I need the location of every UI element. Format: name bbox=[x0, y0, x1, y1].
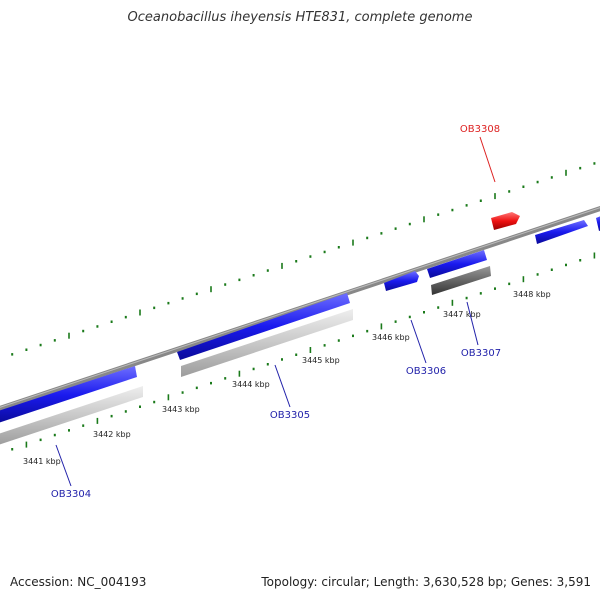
gene-OB3306-arrow[interactable] bbox=[384, 271, 419, 291]
gene-OB3308-connector bbox=[479, 136, 496, 183]
lower-tick-ring bbox=[11, 252, 596, 451]
gene-OB3305-arrow[interactable] bbox=[177, 293, 350, 360]
reverse-track-2 bbox=[181, 309, 353, 377]
kbp-label-3448: 3448 kbp bbox=[513, 290, 551, 299]
gene-OB3304-label[interactable]: OB3304 bbox=[51, 489, 91, 500]
kbp-label-3446: 3446 kbp bbox=[372, 333, 410, 342]
gene-forward-right[interactable] bbox=[535, 220, 588, 244]
gene-forward-edge[interactable] bbox=[596, 214, 600, 231]
genome-title: Oceanobacillus iheyensis HTE831, complet… bbox=[127, 10, 473, 25]
kbp-label-3441: 3441 kbp bbox=[23, 457, 61, 466]
kbp-label-3444: 3444 kbp bbox=[232, 380, 270, 389]
gene-OB3305-label[interactable]: OB3305 bbox=[270, 410, 310, 421]
kbp-label-3447: 3447 kbp bbox=[443, 310, 481, 319]
reverse-track-1 bbox=[0, 386, 143, 445]
genome-backbone-line bbox=[0, 206, 600, 411]
genome-backbone-highlight bbox=[0, 207, 600, 408]
gene-OB3304-arrow[interactable] bbox=[0, 366, 137, 424]
gene-OB3306-label[interactable]: OB3306 bbox=[406, 366, 446, 377]
gene-OB3308-arrow[interactable] bbox=[491, 212, 520, 230]
kbp-label-3443: 3443 kbp bbox=[162, 405, 200, 414]
genome-summary-text: Topology: circular; Length: 3,630,528 bp… bbox=[261, 575, 591, 589]
accession-text: Accession: NC_004193 bbox=[10, 575, 147, 589]
gene-OB3307-arrow[interactable] bbox=[427, 250, 487, 278]
gene-OB3308-label[interactable]: OB3308 bbox=[460, 124, 500, 135]
gene-OB3306-connector bbox=[410, 319, 427, 364]
reverse-track-dark bbox=[431, 266, 491, 295]
kbp-label-3445: 3445 kbp bbox=[302, 356, 340, 365]
gene-OB3307-connector bbox=[466, 301, 479, 346]
upper-tick-ring bbox=[11, 162, 596, 356]
kbp-label-3442: 3442 kbp bbox=[93, 430, 131, 439]
gene-OB3305-connector bbox=[274, 364, 291, 408]
gene-OB3304-connector bbox=[55, 444, 72, 487]
gene-OB3307-label[interactable]: OB3307 bbox=[461, 348, 501, 359]
